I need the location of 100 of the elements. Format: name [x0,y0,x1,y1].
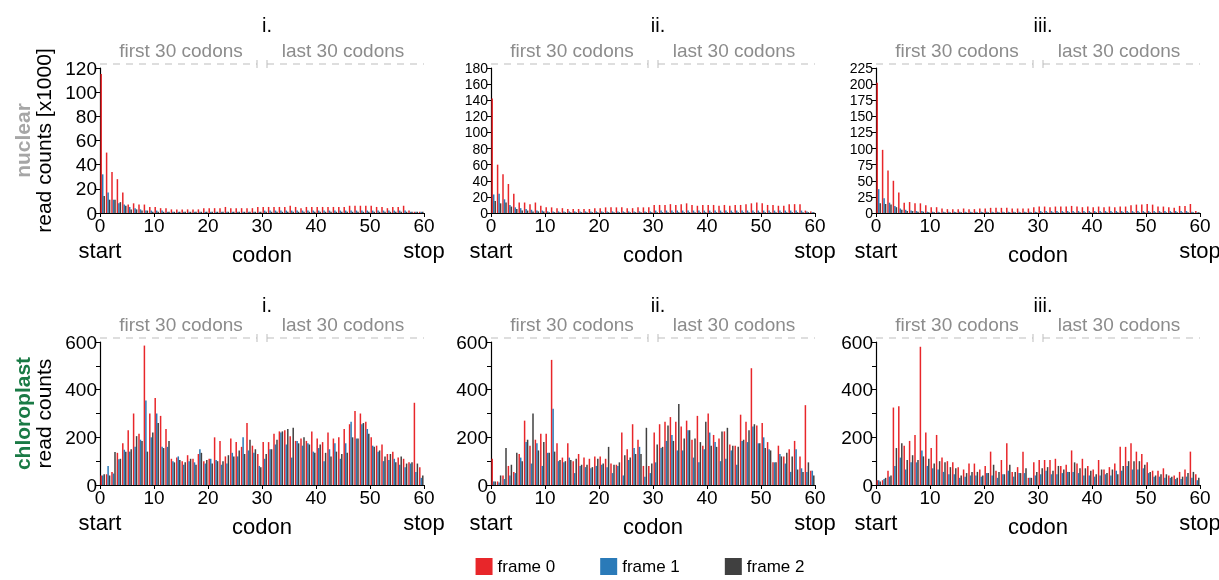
x-tick-label: 10 [534,215,556,236]
text: stop [1179,237,1219,263]
legend-label: frame 2 [746,557,805,576]
chart-title: i. [262,294,272,316]
y-tick-label: 225 [849,60,874,76]
text: stop [1179,509,1219,535]
text: start [469,237,513,263]
x-tick-label: 20 [197,487,219,508]
x-tick-label: 10 [143,487,165,508]
y-tick-label: 180 [464,60,489,76]
x-tick-label: 30 [251,215,273,236]
x-tick-label: 30 [642,215,664,236]
x-tick-label: 20 [973,215,995,236]
y-axis-title: read counts [x1000] [32,48,56,233]
x-tick-label: 50 [359,215,381,236]
y-tick-label: 0 [480,205,489,221]
x-axis-title: codon [623,513,683,539]
y-tick-label: 200 [456,426,488,448]
x-tick-label: 30 [1027,487,1049,508]
text: last 30 codons [281,40,405,61]
x-axis-title: codon [232,513,292,539]
text: start [78,237,122,263]
y-tick-label: 100 [464,124,489,141]
x-tick-label: 60 [1189,487,1211,508]
x-tick-label: 40 [696,487,718,508]
y-tick-label: 75 [857,156,874,173]
text: first 30 codons [895,40,1019,61]
x-tick-label: 60 [804,487,826,508]
y-tick-label: 200 [65,426,97,448]
y-tick-label: 400 [65,379,97,401]
x-tick-label: 40 [696,215,718,236]
text: start [469,509,513,535]
y-tick-label: 0 [865,205,874,221]
x-tick-label: 50 [750,215,772,236]
y-tick-label: 120 [464,108,489,125]
x-tick-label: 60 [413,487,435,508]
y-tick-label: 400 [841,379,873,401]
y-tick-label: 100 [65,81,97,103]
text: stop [794,509,836,535]
y-tick-label: 140 [464,92,489,109]
text: last 30 codons [1057,314,1181,335]
text: first 30 codons [119,314,243,335]
text: start [854,237,898,263]
text: first 30 codons [119,40,243,61]
text: chloroplast [10,356,34,471]
y-tick-label: 60 [75,130,97,151]
x-tick-label: 10 [919,215,941,236]
y-tick-label: 40 [472,172,489,189]
y-tick-label: 40 [75,154,97,176]
text: stop [403,509,445,535]
chart-title: iii. [1033,294,1053,316]
y-tick-label: 600 [65,331,97,353]
x-tick-label: 10 [534,487,556,508]
y-tick-label: 120 [65,57,97,79]
text: last 30 codons [672,314,796,335]
y-tick-label: 25 [857,188,874,205]
text: first 30 codons [510,40,634,61]
x-axis-title: codon [623,241,683,267]
x-tick-label: 10 [143,215,165,236]
x-tick-label: 50 [1135,487,1157,508]
x-tick-label: 60 [413,215,435,236]
x-tick-label: 40 [1081,215,1103,236]
x-tick-label: 20 [197,215,219,236]
x-tick-label: 40 [305,487,327,508]
x-tick-label: 60 [804,215,826,236]
x-axis-title: codon [1008,241,1068,267]
x-tick-label: 50 [359,487,381,508]
x-tick-label: 30 [251,487,273,508]
text: first 30 codons [510,314,634,335]
x-tick-label: 10 [919,487,941,508]
y-tick-label: 80 [472,140,489,157]
chart-title: i. [262,14,272,36]
y-tick-label: 400 [456,379,488,401]
chart-title: ii. [650,294,666,316]
text: first 30 codons [895,314,1019,335]
x-tick-label: 50 [1135,215,1157,236]
y-tick-label: 200 [849,76,874,93]
text: last 30 codons [281,314,405,335]
text: start [78,509,122,535]
x-tick-label: 60 [1189,215,1211,236]
y-tick-label: 175 [849,92,874,109]
y-tick-label: 100 [849,140,874,157]
y-tick-label: 600 [841,331,873,353]
x-axis-title: codon [232,241,292,267]
legend-label: frame 1 [622,557,680,576]
y-tick-label: 125 [849,124,874,141]
x-tick-label: 40 [1081,487,1103,508]
y-tick-label: 20 [75,178,97,200]
legend-label: frame 0 [497,557,556,576]
text: stop [403,237,445,263]
text: start [854,509,898,535]
x-tick-label: 30 [642,487,664,508]
y-tick-label: 60 [472,156,489,173]
x-tick-label: 20 [588,215,610,236]
y-tick-label: 160 [464,76,489,93]
x-tick-label: 30 [1027,215,1049,236]
y-tick-label: 600 [456,331,488,353]
text: nuclear [10,103,34,178]
chart-title: iii. [1033,14,1053,36]
text: last 30 codons [672,40,796,61]
